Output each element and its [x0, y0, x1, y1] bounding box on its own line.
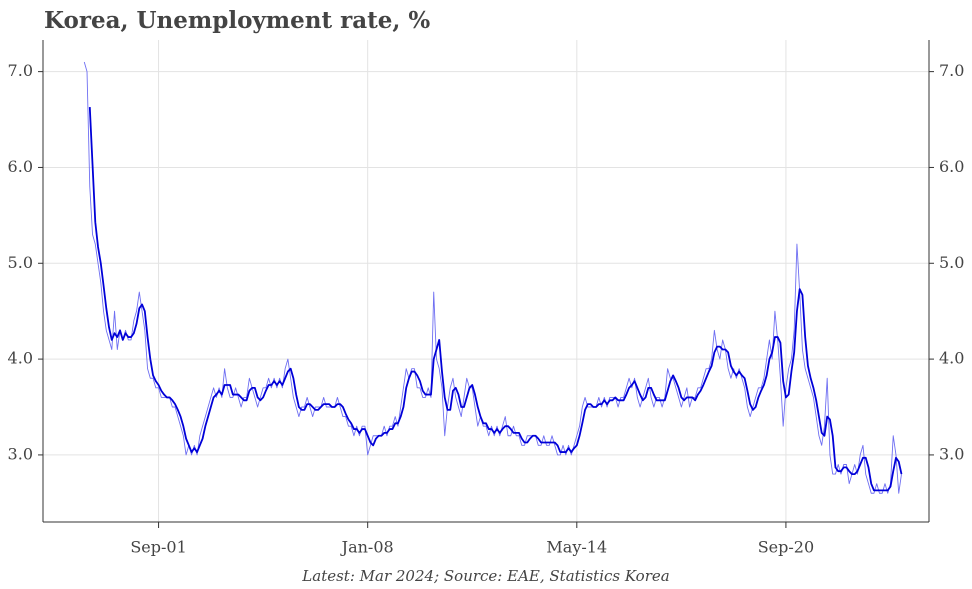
data-line — [83, 61, 902, 494]
y2-tick-label: 6.0 — [939, 157, 964, 176]
y-tick-label: 4.0 — [8, 349, 33, 368]
x-tick-label: Sep-01 — [130, 538, 186, 557]
y2-tick-label: 4.0 — [939, 349, 964, 368]
x-tick-label: Sep-20 — [758, 538, 814, 557]
y2-tick-label: 3.0 — [939, 444, 964, 463]
x-tick-label: Jan-08 — [340, 538, 394, 557]
y-tick-label: 3.0 — [8, 444, 33, 463]
data-line — [88, 107, 903, 492]
chart-subtitle: Latest: Mar 2024; Source: EAE, Statistic… — [301, 567, 669, 585]
y-tick-label: 6.0 — [8, 157, 33, 176]
y2-tick-label: 7.0 — [939, 61, 964, 80]
x-tick-label: May-14 — [546, 538, 607, 557]
chart-title: Korea, Unemployment rate, % — [44, 7, 430, 34]
y-tick-label: 5.0 — [8, 253, 33, 272]
y2-tick-label: 5.0 — [939, 253, 964, 272]
y-tick-label: 7.0 — [8, 61, 33, 80]
